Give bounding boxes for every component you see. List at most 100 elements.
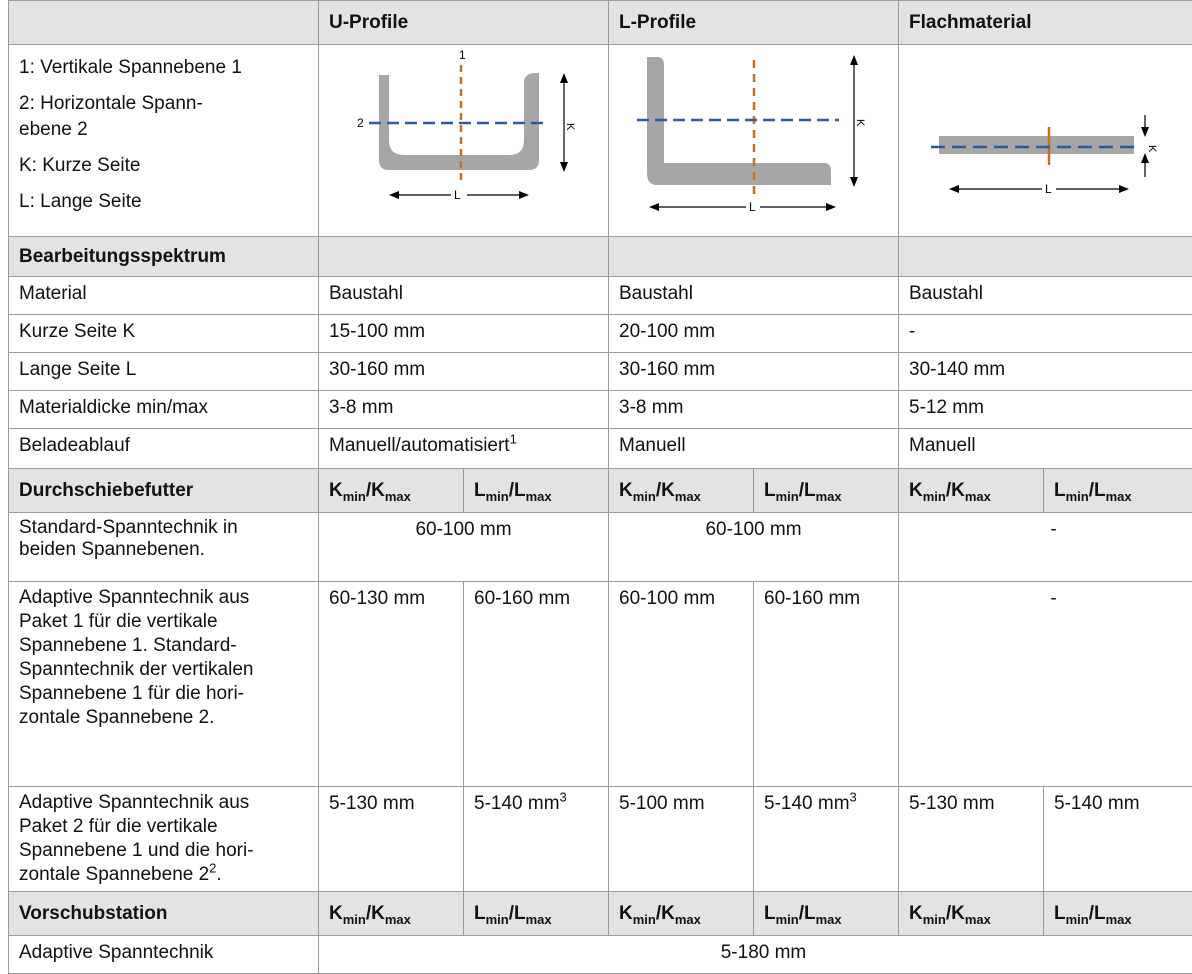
cell-f: Baustahl: [899, 277, 1192, 315]
subhead-lmin-lmax: Lmin/Lmax: [754, 892, 899, 936]
footnote-1: 1: [510, 432, 517, 447]
section-spectrum-l: [609, 237, 899, 277]
section-feed: Vorschubstation Kmin/Kmax Lmin/Lmax Kmin…: [9, 892, 1192, 936]
cell-u-l: 5-140 mm3: [464, 787, 609, 892]
section-spectrum-f: [899, 237, 1192, 277]
cell-u: 3-8 mm: [319, 391, 609, 429]
section-spectrum-label: Bearbeitungsspektrum: [9, 237, 319, 277]
cell-f: Manuell: [899, 429, 1192, 469]
cell-l: 60-100 mm: [609, 513, 899, 582]
diagram-row: 1: Vertikale Spannebene 1 2: Horizontale…: [9, 45, 1192, 237]
cell-f-l: 5-140 mm: [1044, 787, 1192, 892]
flat-drawing: K L: [899, 45, 1192, 235]
subhead-kmin-kmax: Kmin/Kmax: [899, 892, 1044, 936]
subhead-kmin-kmax: Kmin/Kmax: [899, 469, 1044, 513]
legend-vertical: 1: Vertikale Spannebene 1: [19, 55, 308, 81]
row-label: Adaptive Spanntechnik aus Paket 1 für di…: [9, 582, 319, 787]
cell-u: Baustahl: [319, 277, 609, 315]
row-lange-seite: Lange Seite L 30-160 mm 30-160 mm 30-140…: [9, 353, 1192, 391]
legend-horizontal-b: ebene 2: [19, 117, 308, 143]
row-label: Material: [9, 277, 319, 315]
spec-table: U-Profile L-Profile Flachmaterial 1: Ver…: [8, 0, 1192, 974]
cell-l: Manuell: [609, 429, 899, 469]
legend-l: L: Lange Seite: [19, 189, 308, 215]
flat-diagram: K L: [899, 45, 1192, 237]
cell-u-text: Manuell/automatisiert: [329, 435, 510, 456]
flat-label-l: L: [1045, 182, 1052, 196]
header-flachmaterial: Flachmaterial: [899, 1, 1192, 45]
l-label-l: L: [749, 200, 756, 214]
flat-label-k: K: [1146, 145, 1158, 153]
subhead-kmin-kmax: Kmin/Kmax: [609, 469, 754, 513]
l-profile-diagram: K L: [609, 45, 899, 237]
row-label: Adaptive Spanntechnik: [9, 936, 319, 974]
row-label: Lange Seite L: [9, 353, 319, 391]
cell-l-k: 5-100 mm: [609, 787, 754, 892]
cell-f: 5-12 mm: [899, 391, 1192, 429]
header-l-profile: L-Profile: [609, 1, 899, 45]
cell-u-k: 5-130 mm: [319, 787, 464, 892]
u-label-l: L: [454, 188, 461, 202]
cell-f: -: [899, 513, 1192, 582]
cell-l: 3-8 mm: [609, 391, 899, 429]
cell-f: 30-140 mm: [899, 353, 1192, 391]
subhead-kmin-kmax: Kmin/Kmax: [609, 892, 754, 936]
section-through-label: Durchschiebefutter: [9, 469, 319, 513]
cell-u: 15-100 mm: [319, 315, 609, 353]
cell-u-k: 60-130 mm: [319, 582, 464, 787]
cell-l: 20-100 mm: [609, 315, 899, 353]
header-row: U-Profile L-Profile Flachmaterial: [9, 1, 1192, 45]
u-profile-diagram: 1 2 K L: [319, 45, 609, 237]
cell-u: 30-160 mm: [319, 353, 609, 391]
cell-u-l: 60-160 mm: [464, 582, 609, 787]
row-label: Adaptive Spanntechnik aus Paket 2 für di…: [9, 787, 319, 892]
cell-l-k: 60-100 mm: [609, 582, 754, 787]
footnote-3: 3: [850, 790, 857, 805]
cell-f: -: [899, 582, 1192, 787]
row-label: Kurze Seite K: [9, 315, 319, 353]
row-feed-adaptive: Adaptive Spanntechnik 5-180 mm: [9, 936, 1192, 974]
cell-l-l: 5-140 mm3: [754, 787, 899, 892]
row-material: Material Baustahl Baustahl Baustahl: [9, 277, 1192, 315]
legend-k: K: Kurze Seite: [19, 153, 308, 179]
legend-horizontal-a: 2: Horizontale Spann-: [19, 91, 308, 117]
cell-l: 30-160 mm: [609, 353, 899, 391]
cell-u: Manuell/automatisiert1: [319, 429, 609, 469]
cell-feed-value: 5-180 mm: [319, 936, 1192, 974]
subhead-lmin-lmax: Lmin/Lmax: [464, 469, 609, 513]
l-profile-drawing: K L: [609, 45, 899, 235]
row-beladeablauf: Beladeablauf Manuell/automatisiert1 Manu…: [9, 429, 1192, 469]
section-spectrum: Bearbeitungsspektrum: [9, 237, 1192, 277]
row-adaptive-2: Adaptive Spanntechnik aus Paket 2 für di…: [9, 787, 1192, 892]
cell-f-k: 5-130 mm: [899, 787, 1044, 892]
subhead-lmin-lmax: Lmin/Lmax: [754, 469, 899, 513]
row-kurze-seite: Kurze Seite K 15-100 mm 20-100 mm -: [9, 315, 1192, 353]
row-materialdicke: Materialdicke min/max 3-8 mm 3-8 mm 5-12…: [9, 391, 1192, 429]
subhead-kmin-kmax: Kmin/Kmax: [319, 892, 464, 936]
row-label: Beladeablauf: [9, 429, 319, 469]
cell-l-l: 60-160 mm: [754, 582, 899, 787]
subhead-kmin-kmax: Kmin/Kmax: [319, 469, 464, 513]
cell-u: 60-100 mm: [319, 513, 609, 582]
section-spectrum-u: [319, 237, 609, 277]
footnote-3: 3: [560, 790, 567, 805]
header-empty: [9, 1, 319, 45]
section-through: Durchschiebefutter Kmin/Kmax Lmin/Lmax K…: [9, 469, 1192, 513]
u-profile-drawing: 1 2 K L: [319, 45, 609, 235]
subhead-lmin-lmax: Lmin/Lmax: [464, 892, 609, 936]
l-label-k: K: [854, 119, 866, 127]
u-label-k: K: [564, 123, 576, 131]
subhead-lmin-lmax: Lmin/Lmax: [1044, 469, 1192, 513]
header-u-profile: U-Profile: [319, 1, 609, 45]
legend-cell: 1: Vertikale Spannebene 1 2: Horizontale…: [9, 45, 319, 237]
row-adaptive-1: Adaptive Spanntechnik aus Paket 1 für di…: [9, 582, 1192, 787]
cell-f: -: [899, 315, 1192, 353]
subhead-lmin-lmax: Lmin/Lmax: [1044, 892, 1192, 936]
row-label: Materialdicke min/max: [9, 391, 319, 429]
section-feed-label: Vorschubstation: [9, 892, 319, 936]
u-label-1: 1: [459, 48, 466, 62]
cell-l: Baustahl: [609, 277, 899, 315]
u-label-2: 2: [357, 116, 364, 130]
